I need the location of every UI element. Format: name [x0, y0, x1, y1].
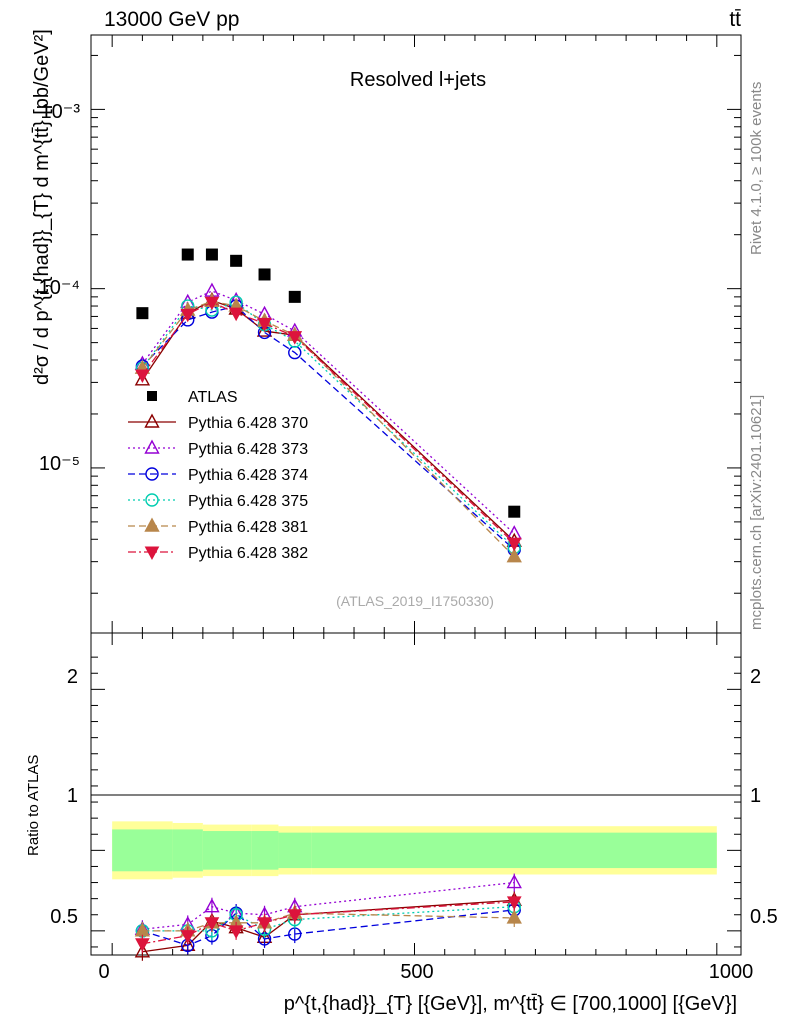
ratio-line-2 [142, 881, 515, 930]
ratio-line-5 [142, 912, 515, 932]
inner-band-bin-0 [112, 829, 173, 872]
legend-marker [144, 413, 160, 428]
main-point [506, 537, 522, 552]
main-point [257, 317, 272, 332]
legend-label: Pythia 6.428 373 [188, 441, 308, 458]
inner-band-bin-1 [172, 829, 203, 872]
main-point [230, 254, 243, 267]
ratio-point [204, 917, 220, 931]
legend-entry-4: Pythia 6.428 375 [128, 493, 308, 510]
rivet-version-label: Rivet 4.1.0, ≥ 100k events [748, 82, 765, 255]
ratio-point [287, 909, 303, 923]
energy-label: 13000 GeV pp [104, 8, 239, 31]
legend-entry-2: Pythia 6.428 373 [128, 439, 308, 458]
ratio-point [204, 898, 220, 913]
ratio-tick-label-05-left: 0.5 [50, 906, 78, 928]
ratio-tick-label-05-right: 0.5 [750, 906, 778, 928]
ratio-tick-label-2-right: 2 [750, 666, 761, 688]
ratio-y-axis-label: Ratio to ATLAS [25, 755, 42, 856]
mcplots-label: mcplots.cern.ch [arXiv:2401.10621] [748, 395, 765, 630]
y-axis-label: d²σ / d p^{t,{had}}_{T} d m^{tt̄} [pb/Ge… [31, 29, 53, 385]
main-point [288, 290, 301, 303]
analysis-id: (ATLAS_2019_I1750330) [336, 593, 494, 609]
main-point [228, 307, 244, 322]
ratio-series-1 [134, 891, 522, 961]
main-point [135, 369, 150, 384]
legend-label: ATLAS [188, 389, 238, 406]
x-tick-label-0: 0 [98, 961, 109, 983]
main-point [506, 548, 522, 563]
ratio-tick-label-2-left: 2 [67, 666, 78, 688]
main-point [287, 331, 303, 345]
legend-entry-6: Pythia 6.428 382 [128, 545, 308, 562]
legend-label: Pythia 6.428 370 [188, 415, 308, 432]
inner-band-bin-2 [202, 831, 221, 870]
main-point [288, 345, 302, 360]
ratio-point [228, 925, 244, 939]
y-tick-label-1e-5: 10⁻⁵ [39, 453, 80, 475]
chart-title: Resolved l+jets [350, 69, 486, 91]
axis-ticks [91, 35, 741, 955]
ratio-point [288, 927, 302, 941]
main-point [180, 308, 196, 323]
ratio-point [257, 917, 272, 931]
legend-marker [144, 517, 160, 532]
ratio-tick-label-1-left: 1 [67, 785, 78, 807]
legend-entry-0: ATLAS [147, 389, 238, 406]
y-tick-label-1e-4: 10⁻⁴ [39, 277, 80, 299]
ratio-panel-frame [90, 632, 742, 956]
x-tick-label-1000: 1000 [709, 961, 754, 983]
ratio-point [506, 896, 522, 910]
ratio-point [506, 909, 522, 924]
inner-band-bin-6 [311, 832, 717, 869]
x-axis-label: p^{t,{had}}_{T} [{GeV}], m^{tt̄} ∈ [700,… [284, 993, 737, 1015]
legend-label: Pythia 6.428 375 [188, 493, 308, 510]
legend-label: Pythia 6.428 381 [188, 519, 308, 536]
main-point [204, 296, 220, 311]
main-series-0 [136, 248, 521, 518]
inner-band-bin-5 [278, 832, 312, 869]
inner-band-bin-3 [221, 831, 252, 870]
legend-marker [144, 546, 160, 561]
main-series-6 [135, 296, 522, 552]
legend-entry-3: Pythia 6.428 374 [128, 467, 308, 484]
y-tick-label-1e-3: 10⁻³ [41, 101, 81, 123]
ratio-line-6 [142, 901, 515, 945]
legend-marker [144, 439, 160, 454]
inner-band-bin-4 [251, 831, 279, 870]
ratio-point [180, 930, 196, 944]
ratio-tick-label-1-right: 1 [750, 785, 761, 807]
main-point [136, 307, 149, 320]
main-point [134, 371, 151, 386]
ratio-uncertainty-bands [112, 821, 717, 880]
main-point [508, 505, 521, 518]
x-tick-label-500: 500 [400, 961, 433, 983]
ratio-point [134, 943, 151, 958]
legend-entry-5: Pythia 6.428 381 [128, 517, 308, 536]
main-panel-frame [90, 34, 742, 634]
ratio-point [506, 874, 522, 889]
ratio-series-group [134, 873, 522, 961]
legend-marker [145, 467, 159, 481]
legend-label: Pythia 6.428 382 [188, 545, 308, 562]
ratio-series-6 [135, 892, 522, 953]
main-point [205, 248, 218, 261]
legend-marker [145, 493, 159, 507]
legend-marker [147, 391, 157, 401]
legend: ATLAS Pythia 6.428 370 Pythia 6.428 373 Pyt… [128, 389, 308, 562]
main-point [258, 268, 271, 281]
legend-entry-1: Pythia 6.428 370 [128, 413, 308, 432]
main-point [181, 248, 194, 261]
process-label: tt̄ [729, 8, 741, 31]
ratio-point [135, 938, 150, 952]
legend-label: Pythia 6.428 374 [188, 467, 308, 484]
ratio-line-1 [142, 899, 515, 953]
main-series-group [134, 248, 522, 563]
